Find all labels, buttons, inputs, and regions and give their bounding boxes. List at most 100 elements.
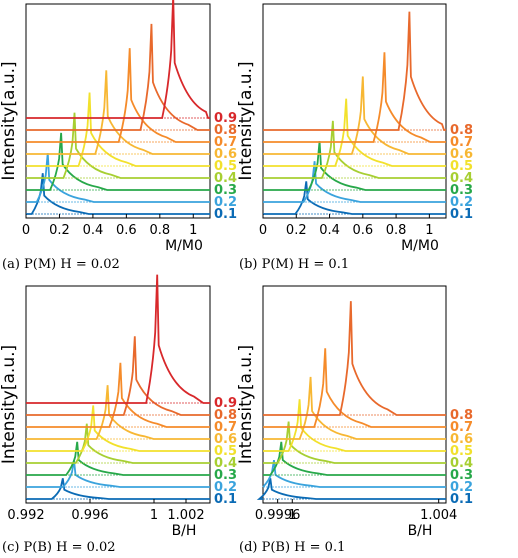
series-label: 0.3: [214, 183, 237, 198]
series-label: 0.2: [214, 480, 237, 495]
x-tick-label: 0.2: [286, 223, 307, 238]
series-line-0.2: [263, 161, 446, 203]
series-line-0.4: [263, 120, 446, 179]
x-tick-label: 0: [259, 223, 267, 238]
plot-frame: [25, 285, 211, 504]
panel-caption: (b) P(M) H = 0.1: [239, 257, 349, 272]
plot-frame: [262, 285, 447, 504]
panel-caption: (d) P(B) H = 0.1: [239, 540, 345, 555]
x-tick-label: 0: [22, 223, 30, 238]
series-label: 0.2: [214, 195, 237, 210]
series-line-0.4: [26, 423, 210, 464]
series-line-0.9: [26, 0, 210, 119]
x-tick-label: 0.4: [319, 223, 340, 238]
chart-panel-b: 0.10.20.30.40.50.60.70.80 0.2 0.4 0.6 0.8 1M/…: [236, 3, 473, 272]
series-line-0.8: [263, 301, 446, 416]
series-line-0.8: [26, 23, 210, 131]
chart-panel-c: 0.10.20.30.40.50.60.70.80.9 0.992 0.996 1 1.…: [0, 274, 237, 555]
series-label: 0.7: [214, 135, 237, 150]
series-line-0.5: [263, 98, 446, 167]
series-line-0.3: [26, 132, 210, 191]
chart-panel-a: 0.10.20.30.40.50.60.70.80.90 0.2 0.4 0.6 0.8…: [0, 0, 237, 272]
series-label: 0.8: [214, 123, 237, 138]
series-label: 0.8: [214, 408, 237, 423]
series-label: 0.4: [214, 456, 237, 471]
series-label: 0.3: [450, 468, 473, 483]
series-label: 0.8: [450, 408, 473, 423]
series-line-0.1: [26, 478, 210, 500]
x-axis-label: B/H: [172, 523, 197, 539]
series-label: 0.6: [450, 147, 473, 162]
series-line-0.6: [263, 376, 446, 440]
x-tick-label: 0.6: [352, 223, 373, 238]
series-label: 0.4: [450, 456, 473, 471]
series-line-0.7: [26, 362, 210, 428]
x-tick-label: 1.004: [420, 508, 457, 523]
series-label: 0.2: [450, 195, 473, 210]
plot-frame: [25, 3, 211, 219]
series-line-0.9: [26, 274, 210, 404]
series-label: 0.3: [214, 468, 237, 483]
y-axis-label: Intensity[a.u.]: [0, 345, 19, 464]
series-label: 0.1: [450, 492, 473, 507]
series-label: 0.5: [450, 159, 473, 174]
series-line-0.8: [263, 11, 446, 131]
x-axis-label: M/M0: [165, 238, 203, 254]
x-axis-label: B/H: [408, 523, 433, 539]
series-label: 0.1: [214, 207, 237, 222]
y-axis-label: Intensity[a.u.]: [236, 345, 256, 464]
series-label: 0.5: [214, 159, 237, 174]
series-label: 0.5: [214, 444, 237, 459]
x-axis-label: M/M0: [401, 238, 439, 254]
x-tick-label: 1: [150, 508, 158, 523]
series-label: 0.7: [214, 420, 237, 435]
series-line-0.6: [263, 76, 446, 155]
series-label: 0.1: [450, 207, 473, 222]
x-tick-label: 0.2: [49, 223, 70, 238]
x-tick-label: 0.996: [71, 508, 108, 523]
series-line-0.7: [26, 48, 210, 143]
series-line-0.5: [26, 92, 210, 167]
series-label: 0.6: [214, 147, 237, 162]
series-label: 0.9: [214, 396, 237, 411]
series-line-0.2: [26, 459, 210, 488]
series-label: 0.6: [450, 432, 473, 447]
series-line-0.7: [263, 348, 446, 428]
x-tick-label: 0.6: [116, 223, 137, 238]
series-label: 0.2: [450, 480, 473, 495]
x-tick-label: 1: [288, 508, 296, 523]
y-axis-label: Intensity[a.u.]: [0, 61, 19, 180]
series-label: 0.7: [450, 135, 473, 150]
series-label: 0.3: [450, 183, 473, 198]
x-tick-label: 0.8: [149, 223, 170, 238]
series-line-0.8: [26, 336, 210, 416]
series-label: 0.6: [214, 432, 237, 447]
series-line-0.1: [256, 478, 446, 500]
series-label: 0.5: [450, 444, 473, 459]
x-tick-label: 1.002: [167, 508, 204, 523]
series-label: 0.8: [450, 123, 473, 138]
series-line-0.6: [26, 385, 210, 440]
series-line-0.5: [26, 405, 210, 452]
series-line-0.1: [263, 181, 446, 215]
series-line-0.5: [263, 399, 446, 452]
plot-frame: [262, 3, 447, 219]
series-label: 0.7: [450, 420, 473, 435]
series-line-0.4: [263, 421, 446, 464]
x-tick-label: 0.992: [7, 508, 44, 523]
series-label: 0.4: [450, 171, 473, 186]
panel-caption: (c) P(B) H = 0.02: [2, 540, 116, 555]
x-tick-label: 0.9996: [255, 508, 301, 523]
series-line-0.2: [262, 459, 446, 488]
panel-caption: (a) P(M) H = 0.02: [2, 257, 120, 272]
series-label: 0.4: [214, 171, 237, 186]
x-tick-label: 0.4: [83, 223, 104, 238]
x-tick-label: 0.8: [386, 223, 407, 238]
series-label: 0.9: [214, 111, 237, 126]
x-tick-label: 1: [425, 223, 433, 238]
x-tick-label: 1: [189, 223, 197, 238]
series-label: 0.1: [214, 492, 237, 507]
y-axis-label: Intensity[a.u.]: [236, 61, 256, 180]
